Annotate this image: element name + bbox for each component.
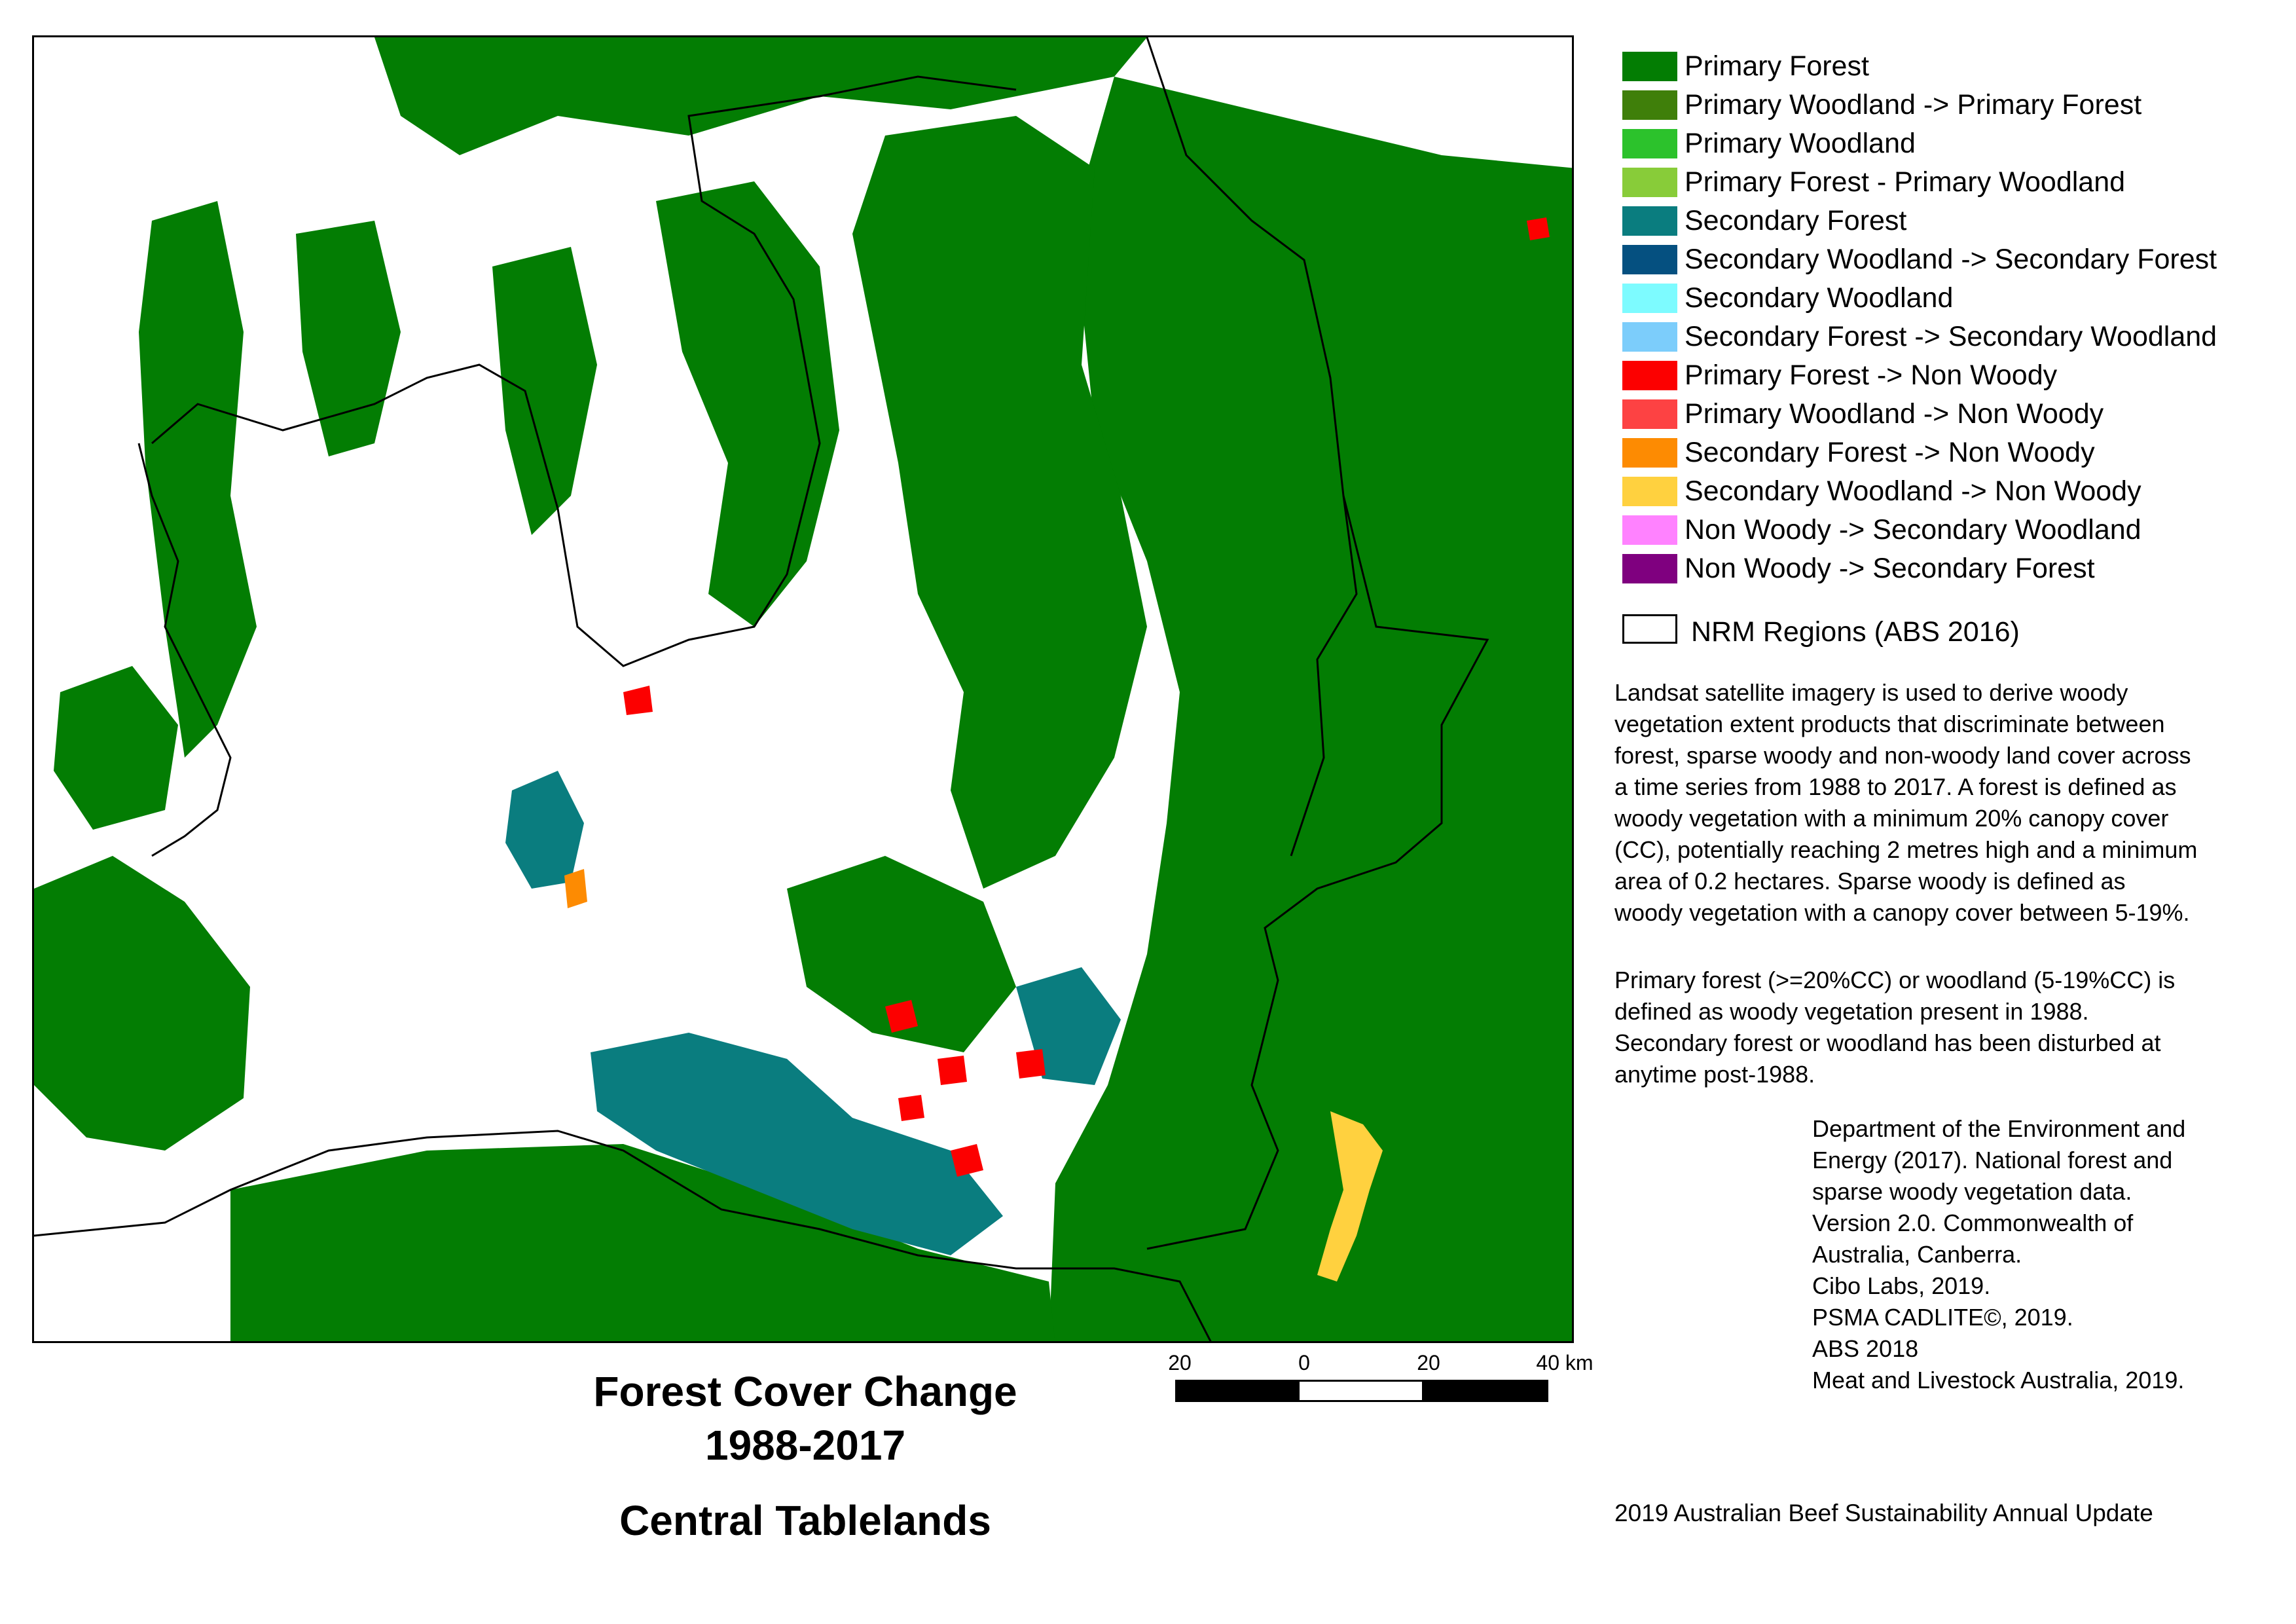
legend-swatch (1622, 206, 1677, 236)
legend-item: Secondary Forest -> Non Woody (1622, 435, 2277, 473)
legend-label: Primary Forest - Primary Woodland (1685, 166, 2126, 198)
legend-label: Primary Forest -> Non Woody (1685, 360, 2058, 391)
legend-item: Primary Forest -> Non Woody (1622, 358, 2277, 396)
legend-item: Primary Forest (1622, 48, 2277, 87)
scale-segment-1 (1175, 1380, 1300, 1402)
map-legend: Primary Forest Primary Woodland -> Primar… (1622, 48, 2277, 589)
legend-label: Secondary Forest (1685, 205, 1907, 236)
legend-item: Secondary Woodland -> Secondary Forest (1622, 242, 2277, 280)
secondary-forest-to-nonwoody-patch (564, 869, 587, 908)
nrm-boundary-inner-east (1290, 495, 1358, 857)
forest-to-nonwoody-patch-2 (951, 1144, 983, 1177)
legend-label: Primary Woodland (1685, 128, 1916, 159)
legend-label: Secondary Woodland (1685, 282, 1954, 314)
legend-item: Non Woody -> Secondary Woodland (1622, 512, 2277, 551)
legend-item: Primary Woodland -> Non Woody (1622, 396, 2277, 435)
map-title-years: 1988-2017 (704, 1422, 906, 1469)
secondary-forest-central-cluster (505, 771, 584, 889)
legend-swatch (1622, 438, 1677, 468)
scale-segment-2 (1298, 1380, 1424, 1402)
nrm-swatch (1622, 614, 1677, 644)
legend-label: Secondary Forest -> Secondary Woodland (1685, 321, 2217, 352)
legend-label: Primary Forest (1685, 50, 1869, 82)
legend-swatch (1622, 322, 1677, 352)
nrm-boundaries (34, 37, 1489, 1341)
legend-swatch (1622, 245, 1677, 274)
forest-to-nonwoody-patch-3 (623, 686, 653, 715)
legend-item: Secondary Woodland -> Non Woody (1622, 473, 2277, 512)
nrm-boundary-south (34, 1130, 1212, 1341)
legend-label: Non Woody -> Secondary Forest (1685, 553, 2095, 584)
legend-swatch (1622, 477, 1677, 506)
secondary-forest-south-cluster (591, 1033, 1003, 1255)
legend-item: Secondary Forest (1622, 203, 2277, 242)
nrm-boundary-west (151, 75, 1017, 667)
change-patches (564, 217, 1550, 1282)
primary-forest-mid-patch (492, 247, 597, 535)
legend-label: Secondary Woodland -> Secondary Forest (1685, 244, 2217, 275)
legend-swatch (1622, 554, 1677, 583)
legend-swatch (1622, 361, 1677, 390)
primary-forest-center-ridge (852, 116, 1147, 889)
data-credits: Department of the Environment and Energy… (1812, 1115, 2186, 1393)
forest-to-nonwoody-patch-6 (898, 1095, 924, 1121)
legend-item: Non Woody -> Secondary Forest (1622, 551, 2277, 589)
legend-label: Secondary Forest -> Non Woody (1685, 437, 2095, 468)
primary-forest-west-strip (139, 201, 257, 758)
nrm-boundary-east (1146, 37, 1489, 1250)
nrm-boundary-southwest (137, 443, 232, 857)
scale-label-3: 20 (1417, 1351, 1440, 1375)
primary-forest-nw-patch (296, 221, 401, 456)
legend-item: Primary Woodland (1622, 126, 2277, 164)
legend-swatch (1622, 52, 1677, 81)
scale-label-4: 40 km (1536, 1351, 1594, 1375)
woody-vegetation-layer (34, 37, 1572, 1341)
legend-label: Non Woody -> Secondary Woodland (1685, 514, 2141, 545)
legend-label: Primary Woodland -> Primary Forest (1685, 89, 2142, 120)
map-region-title: Central Tablelands (619, 1497, 991, 1544)
legend-swatch (1622, 90, 1677, 120)
primary-forest-north-band (374, 37, 1147, 155)
scale-label-2: 0 (1298, 1351, 1310, 1375)
description-paragraph-2: Primary forest (>=20%CC) or woodland (5-… (1614, 967, 2176, 1088)
footer-note: 2019 Australian Beef Sustainability Annu… (1614, 1500, 2153, 1526)
primary-forest-east-block (1049, 77, 1572, 1341)
scale-label-1: 20 (1168, 1351, 1192, 1375)
primary-forest-central-south (787, 856, 1016, 1052)
scale-segment-3 (1422, 1380, 1548, 1402)
primary-forest-west-mid (54, 666, 178, 830)
nrm-label: NRM Regions (ABS 2016) (1691, 616, 2020, 648)
legend-item: Secondary Woodland (1622, 280, 2277, 319)
land-cover-map (34, 37, 1572, 1341)
forest-to-nonwoody-patch-4 (1016, 1049, 1046, 1079)
legend-swatch (1622, 515, 1677, 545)
legend-label: Secondary Woodland -> Non Woody (1685, 475, 2141, 507)
legend-swatch (1622, 284, 1677, 313)
primary-forest-southwest (34, 856, 250, 1151)
primary-forest-south-band (230, 1144, 1055, 1341)
legend-label: Primary Woodland -> Non Woody (1685, 398, 2104, 430)
legend-item: Primary Forest - Primary Woodland (1622, 164, 2277, 203)
forest-to-nonwoody-patch-1 (885, 1000, 918, 1033)
forest-to-nonwoody-patch-5 (938, 1056, 967, 1085)
description-paragraph-1: Landsat satellite imagery is used to der… (1614, 679, 2198, 926)
primary-forest-north-central (656, 181, 839, 627)
forest-to-nonwoody-patch-7 (1527, 217, 1550, 240)
legend-swatch (1622, 168, 1677, 197)
legend-swatch (1622, 399, 1677, 429)
scale-bar: 20 0 20 40 km (1168, 1351, 1594, 1416)
legend-swatch (1622, 129, 1677, 158)
secondary-woodland-to-nonwoody-lake (1317, 1111, 1383, 1282)
legend-item: Secondary Forest -> Secondary Woodland (1622, 319, 2277, 358)
map-title: Forest Cover Change (593, 1368, 1017, 1415)
map-panel (32, 35, 1574, 1343)
legend-item: Primary Woodland -> Primary Forest (1622, 87, 2277, 126)
